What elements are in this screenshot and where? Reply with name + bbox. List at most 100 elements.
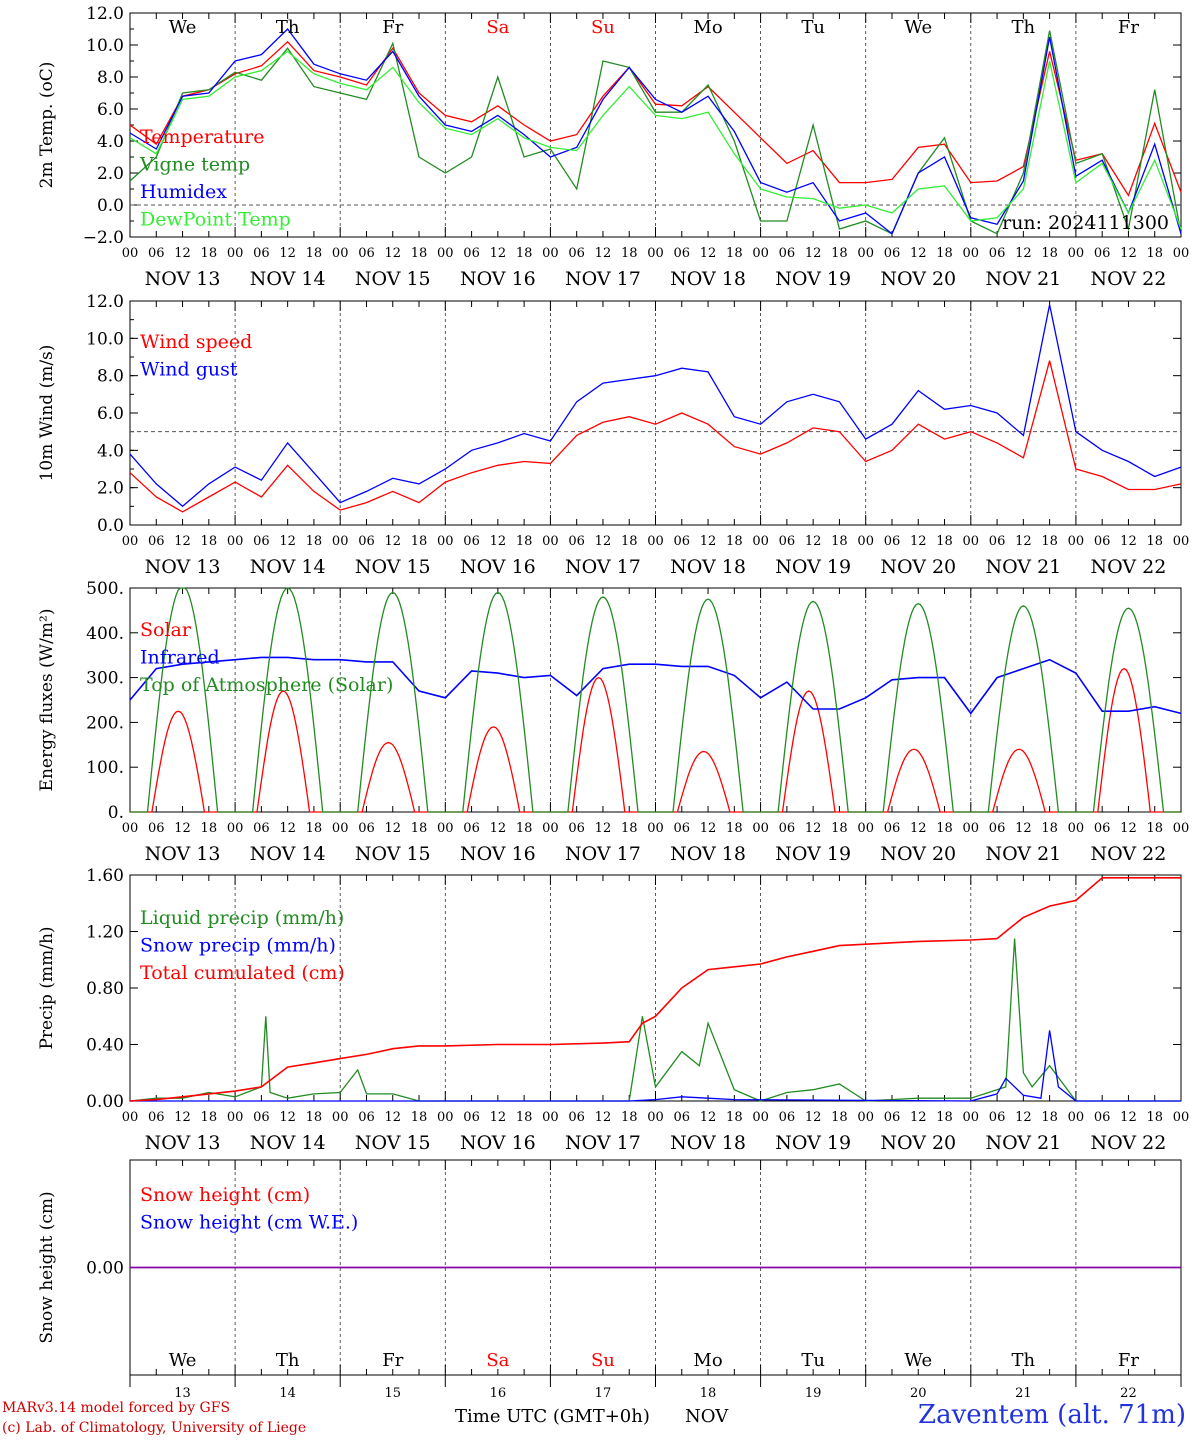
hour-tick-label: 00 [963, 821, 980, 836]
legend-entry: DewPoint Temp [140, 209, 291, 231]
legend-entry: Solar [140, 619, 192, 641]
day-number-label: 16 [490, 1386, 507, 1401]
hour-tick-label: 18 [411, 534, 428, 549]
day-of-week-label: Fr [1118, 1350, 1139, 1371]
y-tick-label: 12.0 [86, 292, 124, 312]
legend-entry: Snow height (cm W.E.) [140, 1212, 358, 1234]
hour-tick-label: 12 [910, 1110, 927, 1125]
legend-entry: Top of Atmosphere (Solar) [140, 674, 393, 696]
hour-tick-label: 06 [358, 246, 375, 261]
panel-precip: 00 06 12 18 00 06 12 18 00 06 12 18 00 06 12 18 00 06 12 18… [37, 866, 1189, 1154]
legend-entry: Wind speed [140, 331, 252, 353]
series-line [129, 938, 1181, 1102]
date-label: NOV 20 [880, 556, 956, 578]
hour-tick-label: 18 [201, 534, 218, 549]
date-label: NOV 16 [460, 843, 536, 865]
hour-tick-label: 06 [148, 821, 165, 836]
hour-tick-label: 12 [1120, 246, 1137, 261]
y-tick-label: 2.0 [97, 479, 124, 499]
day-of-week-label: Fr [382, 17, 403, 38]
xaxis-title: Time UTC (GMT+0h) [455, 1406, 650, 1427]
hour-tick-label: 12 [490, 1110, 507, 1125]
date-label: NOV 21 [985, 268, 1061, 290]
day-of-week-label: Th [276, 17, 300, 38]
hour-tick-label: 06 [674, 534, 691, 549]
hour-tick-label: 06 [674, 246, 691, 261]
hour-tick-label: 06 [568, 1110, 585, 1125]
hour-tick-label: 18 [1041, 534, 1058, 549]
y-tick-label: 0.00 [86, 1259, 124, 1279]
hour-tick-label: 18 [831, 1110, 848, 1125]
day-number-label: 17 [595, 1386, 612, 1401]
day-of-week-label: We [169, 17, 197, 38]
hour-tick-label: 12 [910, 534, 927, 549]
hour-tick-label: 12 [805, 1110, 822, 1125]
hour-tick-label: 06 [779, 1110, 796, 1125]
hour-tick-label: 18 [411, 1110, 428, 1125]
hour-tick-label: 18 [936, 1110, 953, 1125]
series-line [129, 877, 1181, 1102]
hour-tick-label: 12 [490, 246, 507, 261]
hour-tick-label: 00 [857, 1110, 874, 1125]
hour-tick-label: 12 [384, 821, 401, 836]
plot-frame [129, 300, 1182, 526]
hour-tick-label: 12 [805, 821, 822, 836]
day-of-week-label: Th [1012, 1350, 1036, 1371]
hour-tick-label: 00 [122, 246, 139, 261]
y-axis-label: Snow height (cm) [37, 1191, 57, 1343]
date-label: NOV 17 [565, 268, 641, 290]
hour-tick-label: 18 [726, 534, 743, 549]
hour-tick-label: 00 [332, 246, 349, 261]
date-label: NOV 22 [1091, 556, 1167, 578]
hour-tick-label: 18 [831, 534, 848, 549]
hour-tick-label: 00 [647, 534, 664, 549]
hour-tick-label: 00 [857, 534, 874, 549]
date-label: NOV 16 [460, 268, 536, 290]
day-of-week-label: We [904, 17, 932, 38]
series-line [129, 30, 1182, 235]
hour-tick-label: 00 [332, 1110, 349, 1125]
day-number-label: 19 [805, 1386, 822, 1401]
hour-tick-label: 18 [936, 246, 953, 261]
hour-tick-label: 12 [1120, 1110, 1137, 1125]
hour-tick-label: 00 [227, 246, 244, 261]
legend-entry: Temperature [140, 126, 264, 148]
hour-tick-label: 00 [1173, 821, 1190, 836]
hour-tick-label: 00 [542, 1110, 559, 1125]
hour-tick-label: 00 [542, 246, 559, 261]
hour-tick-label: 00 [752, 821, 769, 836]
y-tick-label: 0.00 [86, 1092, 124, 1112]
hour-tick-label: 06 [568, 534, 585, 549]
hour-tick-label: 12 [1015, 246, 1032, 261]
hour-tick-label: 12 [174, 821, 191, 836]
hour-tick-label: 06 [463, 1110, 480, 1125]
hour-tick-label: 06 [884, 1110, 901, 1125]
plot-frame [129, 12, 1182, 238]
day-of-week-label: Th [1012, 17, 1036, 38]
hour-tick-label: 18 [201, 1110, 218, 1125]
model-credit: MARv3.14 model forced by GFS [2, 1400, 231, 1416]
hour-tick-label: 12 [279, 1110, 296, 1125]
date-label: NOV 18 [670, 843, 746, 865]
hour-tick-label: 06 [568, 821, 585, 836]
hour-tick-label: 00 [857, 821, 874, 836]
hour-tick-label: 00 [963, 534, 980, 549]
y-tick-label: 10.0 [86, 36, 124, 56]
plot-frame [129, 587, 1182, 813]
hour-tick-label: 12 [1120, 821, 1137, 836]
hour-tick-label: 12 [700, 246, 717, 261]
hour-tick-label: 12 [910, 821, 927, 836]
hour-tick-label: 06 [674, 821, 691, 836]
hour-tick-label: 00 [437, 246, 454, 261]
y-tick-label: 4.0 [97, 132, 124, 152]
legend-entry: Snow precip (mm/h) [140, 935, 336, 957]
date-label: NOV 13 [145, 843, 221, 865]
y-tick-label: 1.60 [86, 866, 124, 886]
date-label: NOV 18 [670, 556, 746, 578]
hour-tick-label: 18 [306, 821, 323, 836]
day-of-week-label: We [904, 1350, 932, 1371]
hour-tick-label: 06 [779, 246, 796, 261]
date-label: NOV 22 [1091, 843, 1167, 865]
hour-tick-label: 06 [1094, 1110, 1111, 1125]
hour-tick-label: 00 [1068, 534, 1085, 549]
